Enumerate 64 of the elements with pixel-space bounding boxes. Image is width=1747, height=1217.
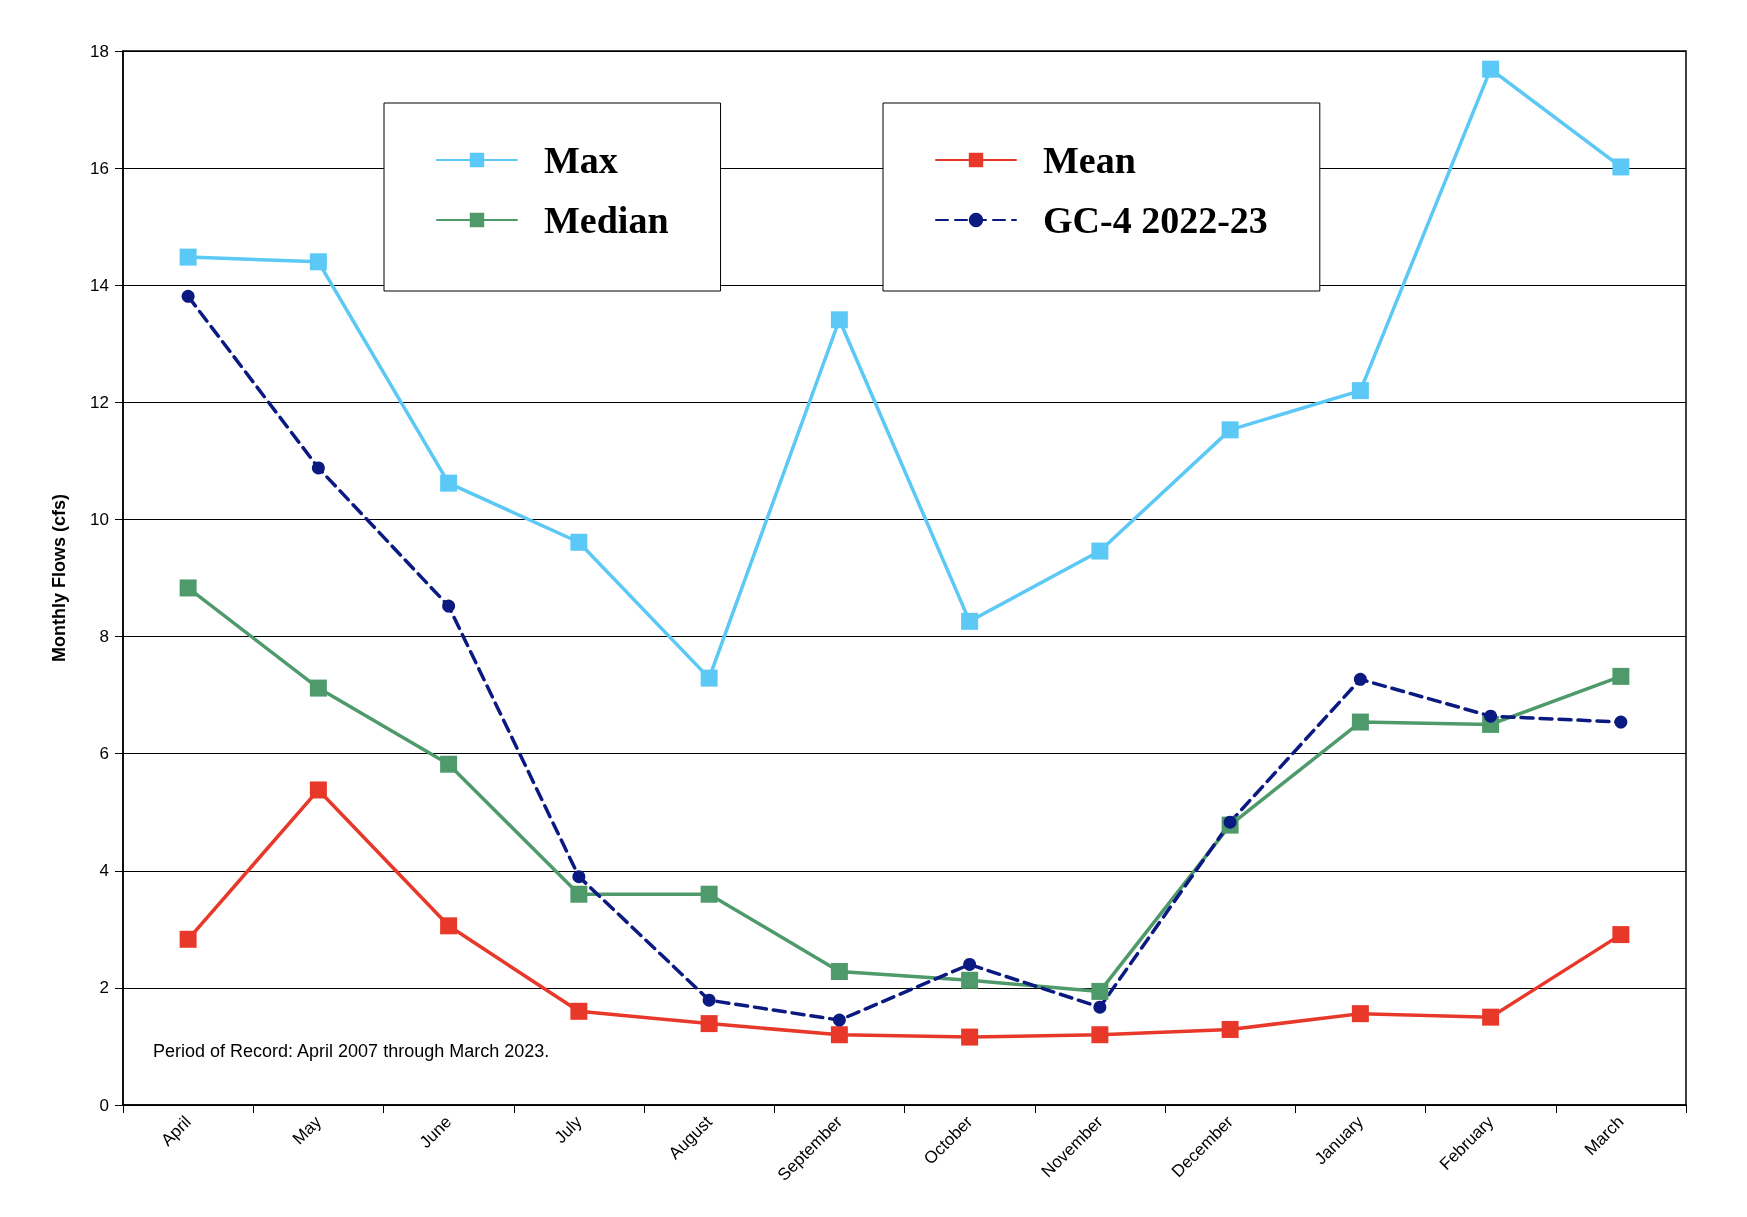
point — [570, 533, 588, 551]
point — [442, 599, 456, 613]
point — [700, 669, 718, 687]
y-tick-label: 4 — [99, 861, 109, 881]
legend-label: Max — [544, 139, 618, 181]
y-tick-label: 2 — [99, 978, 109, 998]
point — [700, 885, 718, 903]
x-tick-label: May — [288, 1111, 326, 1149]
y-tick-label: 8 — [99, 627, 109, 647]
point — [961, 612, 979, 630]
point — [961, 971, 979, 989]
point — [179, 579, 197, 597]
y-tick-label: 10 — [90, 509, 109, 529]
point — [832, 1013, 846, 1027]
point — [1221, 421, 1239, 439]
point — [961, 1028, 979, 1046]
point — [1091, 982, 1109, 1000]
point — [830, 962, 848, 980]
legend-label: GC-4 2022-23 — [1043, 199, 1268, 241]
point — [1093, 1000, 1107, 1014]
point — [1612, 158, 1630, 176]
point — [1482, 1008, 1500, 1026]
point — [1091, 1026, 1109, 1044]
point — [1351, 1005, 1369, 1023]
point — [309, 253, 327, 271]
y-tick-label: 0 — [99, 1095, 109, 1115]
point — [1351, 382, 1369, 400]
point — [963, 957, 977, 971]
point — [309, 781, 327, 799]
point — [1482, 60, 1500, 78]
point — [700, 1015, 718, 1033]
point — [572, 870, 586, 884]
point — [1612, 926, 1630, 944]
point — [179, 248, 197, 266]
x-tick-label: July — [550, 1111, 586, 1148]
point — [309, 679, 327, 697]
point — [570, 1002, 588, 1020]
legend-label: Mean — [1043, 139, 1136, 181]
point — [830, 311, 848, 329]
point — [1091, 542, 1109, 560]
point — [1612, 667, 1630, 685]
annotation: Period of Record: April 2007 through March 2023. — [153, 1041, 550, 1061]
y-tick-label: 18 — [90, 41, 109, 61]
point — [311, 461, 325, 475]
point — [440, 917, 458, 935]
point — [1353, 672, 1367, 686]
y-tick-label: 14 — [90, 275, 109, 295]
point — [570, 885, 588, 903]
point — [1614, 715, 1628, 729]
point — [702, 993, 716, 1007]
point — [1484, 709, 1498, 723]
y-tick-label: 6 — [99, 744, 109, 764]
y-tick-label: 12 — [90, 392, 109, 412]
point — [1221, 1020, 1239, 1038]
point — [1351, 713, 1369, 731]
point — [179, 930, 197, 948]
point — [1223, 815, 1237, 829]
y-tick-label: 16 — [90, 158, 109, 178]
legend-label: Median — [544, 199, 669, 241]
point — [440, 755, 458, 773]
y-axis-title: Monthly Flows (cfs) — [49, 494, 69, 662]
point — [440, 474, 458, 492]
point — [181, 289, 195, 303]
point — [830, 1026, 848, 1044]
